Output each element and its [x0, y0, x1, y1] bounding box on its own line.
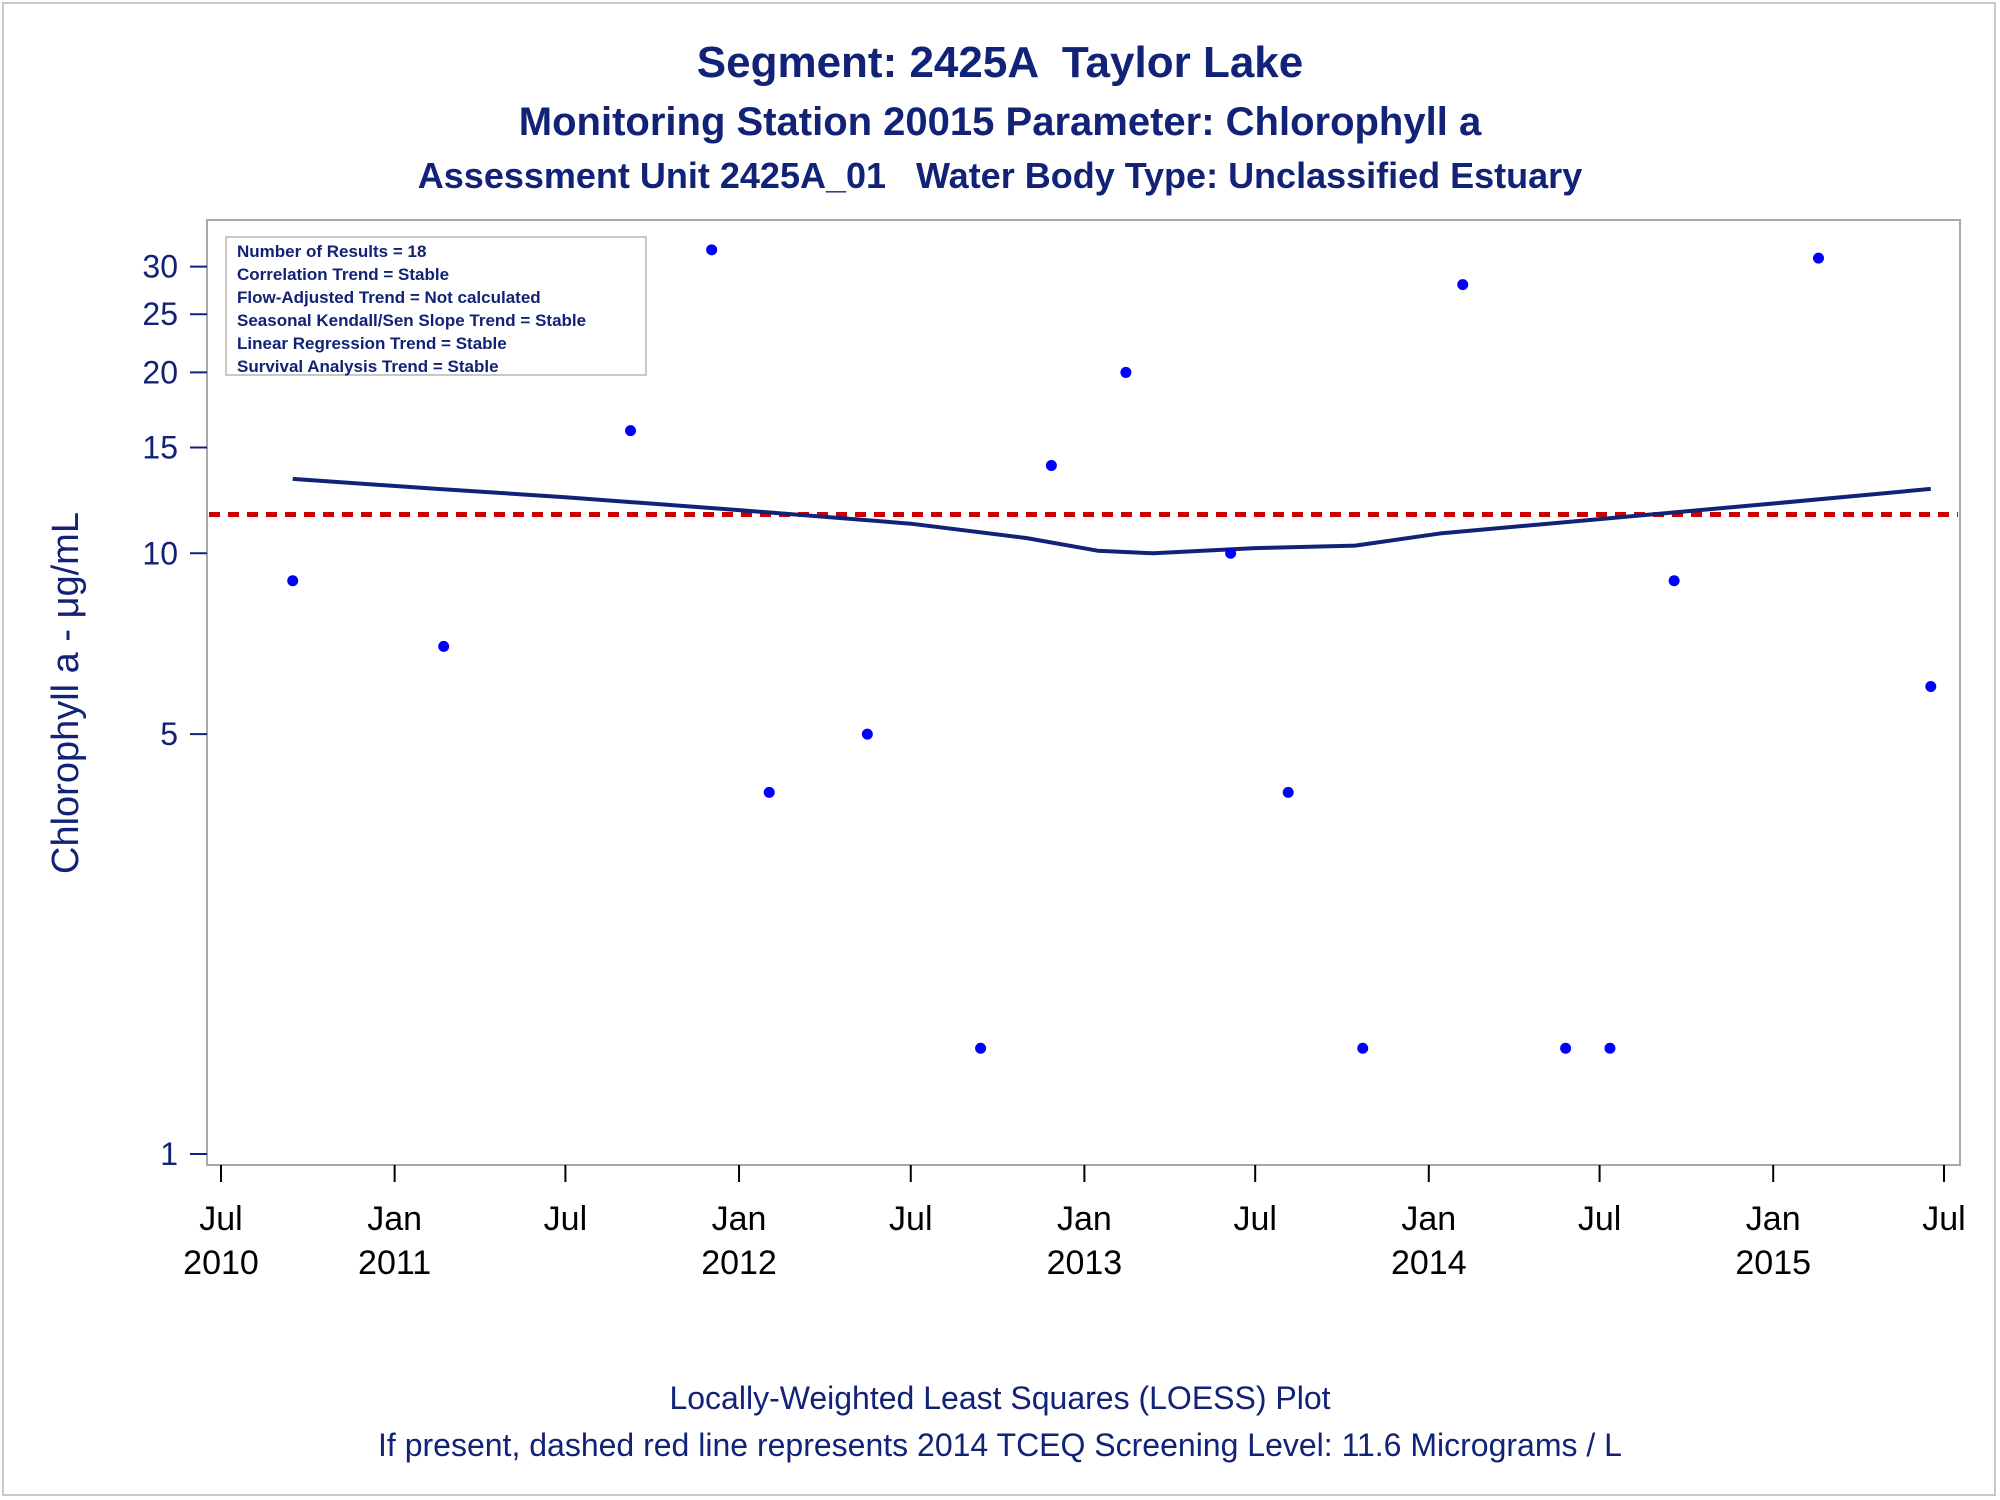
- x-tick-label-month: Jan: [1401, 1200, 1456, 1238]
- y-tick-label: 5: [160, 716, 178, 752]
- x-tick-label-month: Jul: [1578, 1200, 1621, 1238]
- stats-line-flow-adjusted: Flow-Adjusted Trend = Not calculated: [237, 288, 541, 307]
- data-point: [1813, 252, 1825, 264]
- data-point: [1668, 575, 1680, 587]
- y-tick-label: 30: [142, 249, 178, 285]
- x-tick-label-year: 2012: [701, 1244, 777, 1282]
- data-point: [1120, 366, 1132, 378]
- stats-line-survival-analysis: Survival Analysis Trend = Stable: [237, 357, 499, 376]
- stats-line-linear-regression: Linear Regression Trend = Stable: [237, 334, 507, 353]
- data-point: [1560, 1042, 1572, 1054]
- loess-curve: [292, 476, 1931, 556]
- stats-box: Number of Results = 18 Correlation Trend…: [225, 236, 647, 376]
- x-tick-label-year: 2015: [1735, 1244, 1811, 1282]
- y-axis-label: Chlorophyll a - μg/mL: [45, 512, 87, 874]
- data-point: [1282, 786, 1294, 798]
- stats-line-results: Number of Results = 18: [237, 242, 427, 261]
- y-tick-label: 25: [142, 296, 178, 332]
- y-tick-label: 20: [142, 354, 178, 390]
- x-tick-label-year: 2011: [358, 1244, 431, 1282]
- data-point: [625, 425, 637, 437]
- stats-line-seasonal-kendall: Seasonal Kendall/Sen Slope Trend = Stabl…: [237, 311, 587, 330]
- y-tick-label: 15: [142, 429, 178, 465]
- x-tick-label-year: 2014: [1391, 1244, 1467, 1282]
- data-point: [1225, 547, 1237, 559]
- x-axis: Jul 2010 Jan 2011 Jul Jan 2012 Jul Jan 2013 Jul Jan…: [183, 1165, 1966, 1282]
- footnote-screening: If present, dashed red line represents 2…: [378, 1427, 1622, 1463]
- data-point: [1457, 279, 1469, 291]
- x-tick-label-month: Jul: [1922, 1200, 1965, 1238]
- x-tick-label-month: Jan: [1057, 1200, 1112, 1238]
- x-tick-label-month: Jan: [367, 1200, 422, 1238]
- y-tick-label: 10: [142, 535, 178, 571]
- x-tick-label-year: 2013: [1047, 1244, 1123, 1282]
- x-tick-label-month: Jul: [544, 1200, 587, 1238]
- x-tick-label-month: Jul: [1233, 1200, 1276, 1238]
- x-tick-label-month: Jul: [199, 1200, 242, 1238]
- data-point: [287, 575, 299, 587]
- data-point: [1045, 459, 1057, 471]
- x-tick-label-month: Jan: [712, 1200, 767, 1238]
- data-points: [287, 244, 1937, 1054]
- data-point: [861, 728, 873, 740]
- x-tick-label-month: Jan: [1746, 1200, 1801, 1238]
- chart-subtitle-station: Monitoring Station 20015 Parameter: Chlo…: [518, 100, 1482, 144]
- data-point: [1925, 681, 1937, 693]
- data-point: [763, 786, 775, 798]
- data-point: [438, 640, 450, 652]
- x-tick-label-year: 2010: [183, 1244, 259, 1282]
- stats-line-correlation: Correlation Trend = Stable: [237, 265, 450, 284]
- data-point: [706, 244, 718, 256]
- x-tick-label-month: Jul: [889, 1200, 932, 1238]
- chart-title: Segment: 2425A Taylor Lake: [696, 38, 1304, 87]
- data-point: [1604, 1042, 1616, 1054]
- data-point: [975, 1042, 987, 1054]
- y-tick-label: 1: [160, 1136, 178, 1172]
- data-point: [1357, 1042, 1369, 1054]
- chart-subtitle-assessment: Assessment Unit 2425A_01 Water Body Type…: [417, 155, 1583, 196]
- footnote-method: Locally-Weighted Least Squares (LOESS) P…: [669, 1380, 1331, 1416]
- loess-path: [292, 476, 1931, 556]
